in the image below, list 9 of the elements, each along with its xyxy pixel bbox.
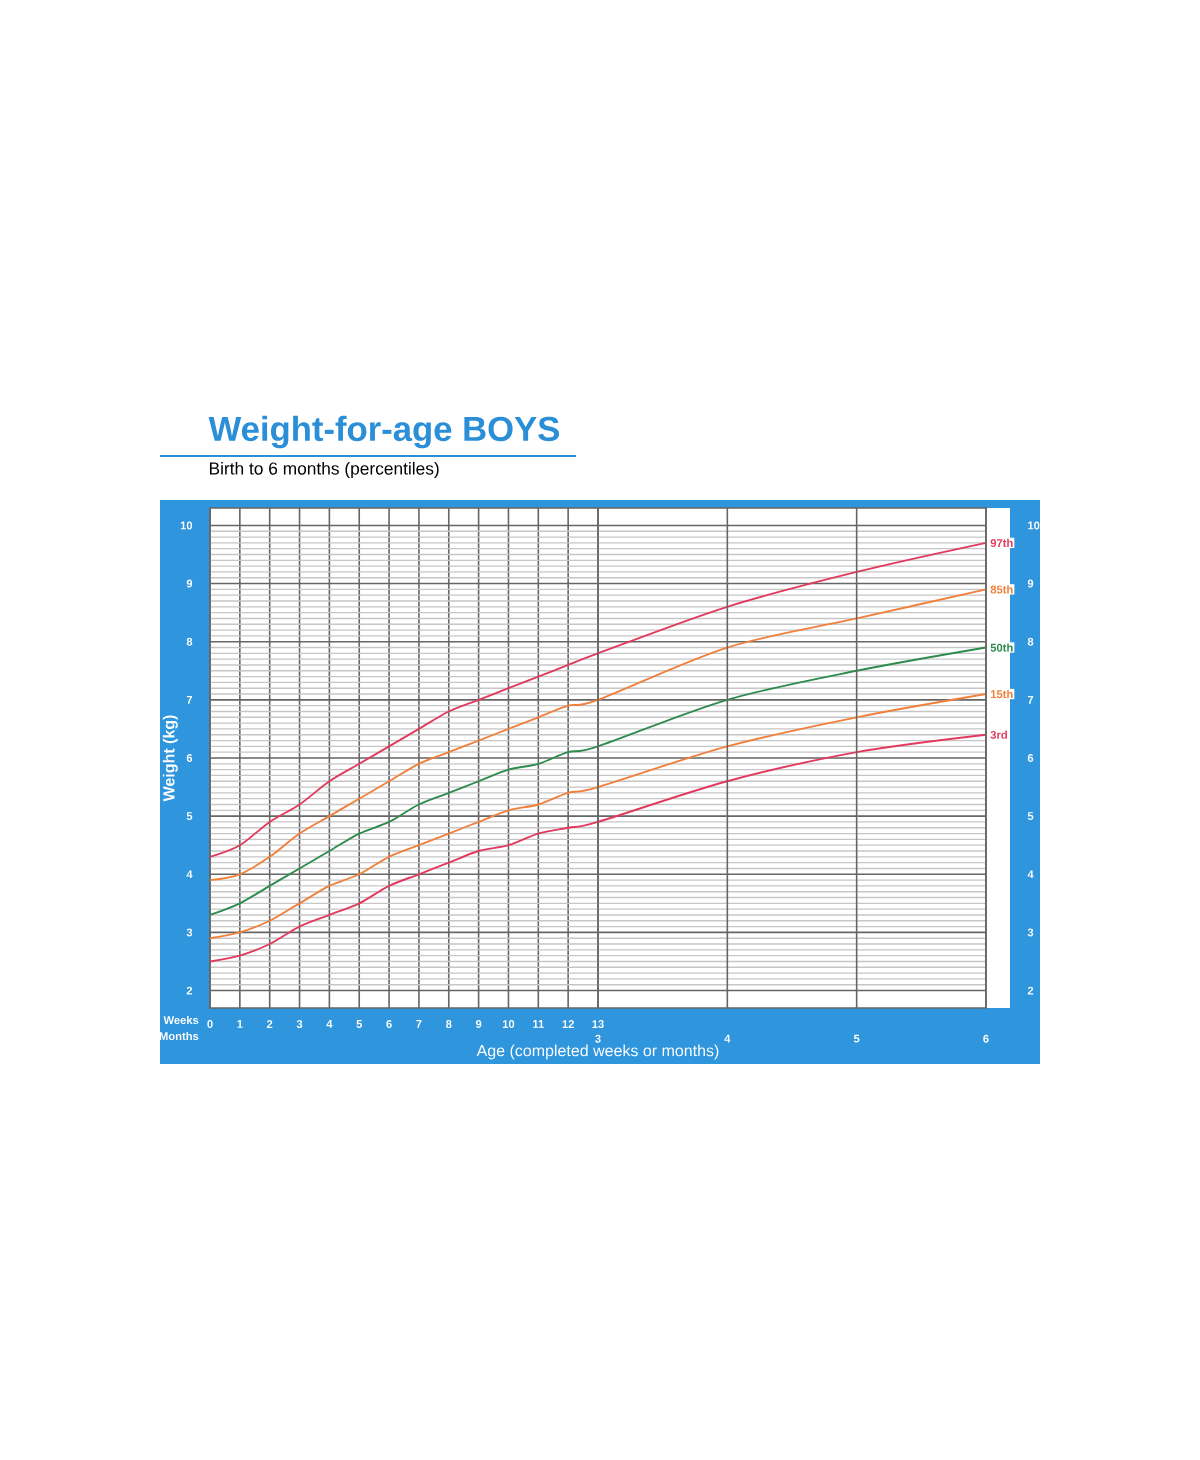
line-series [209, 646, 987, 916]
x-axis-title: Age (completed weeks or months) [476, 1044, 719, 1060]
line-series [209, 693, 987, 940]
line-series [209, 733, 987, 963]
line-series [209, 588, 987, 882]
y-axis-title: Weight (kg) [162, 715, 178, 802]
chart-title: Weight-for-age BOYS [208, 415, 559, 449]
chart-subtitle: Birth to 6 months (percentiles) [209, 461, 439, 479]
line-series [209, 541, 987, 858]
